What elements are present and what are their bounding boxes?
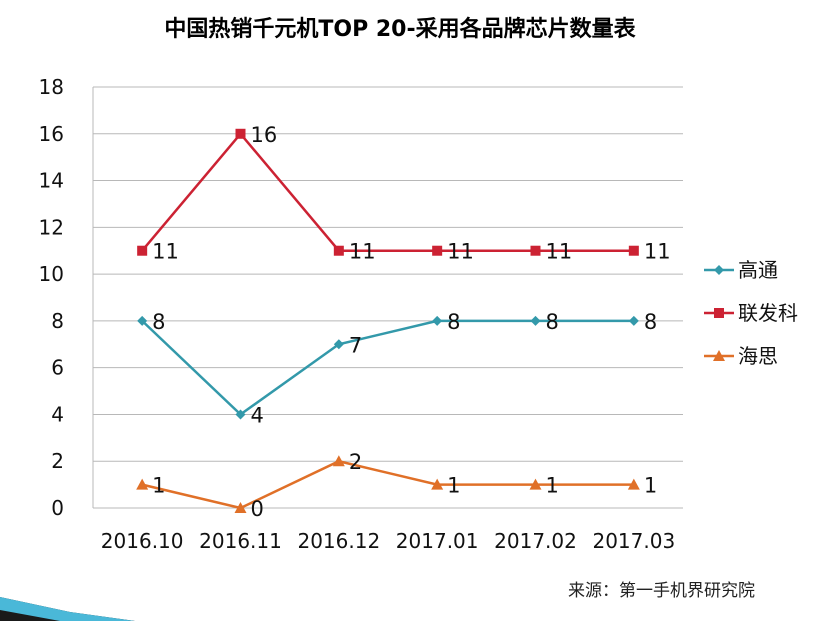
series-line-0 bbox=[141, 319, 634, 417]
data-point bbox=[235, 128, 246, 139]
source-note: 来源：第一手机界研究院 bbox=[568, 581, 755, 601]
y-tick-label: 10 bbox=[39, 262, 64, 286]
data-point bbox=[333, 245, 344, 256]
y-tick-label: 14 bbox=[39, 169, 64, 193]
data-point bbox=[530, 315, 541, 326]
data-label: 4 bbox=[251, 403, 264, 427]
data-label: 11 bbox=[152, 240, 179, 264]
data-label: 11 bbox=[546, 240, 573, 264]
data-label: 11 bbox=[349, 240, 376, 264]
data-label: 1 bbox=[152, 474, 165, 498]
x-tick-label: 2017.02 bbox=[494, 529, 577, 553]
y-tick-label: 6 bbox=[51, 356, 64, 380]
data-point bbox=[333, 339, 344, 350]
x-tick-label: 2016.10 bbox=[101, 529, 184, 553]
data-point bbox=[529, 478, 542, 490]
y-tick-label: 12 bbox=[39, 215, 64, 239]
series-line-2 bbox=[141, 459, 634, 510]
data-point bbox=[628, 245, 639, 256]
legend-marker bbox=[714, 308, 724, 318]
data-point bbox=[137, 245, 148, 256]
data-point bbox=[136, 478, 149, 490]
data-label: 8 bbox=[546, 310, 559, 334]
data-point bbox=[530, 245, 541, 256]
series-line-1 bbox=[141, 131, 634, 252]
data-point bbox=[627, 478, 640, 490]
legend-marker bbox=[713, 350, 725, 361]
data-label: 1 bbox=[644, 474, 657, 498]
y-tick-label: 8 bbox=[51, 309, 64, 333]
data-point bbox=[628, 315, 639, 326]
data-label: 7 bbox=[349, 333, 362, 357]
x-tick-label: 2016.11 bbox=[199, 529, 282, 553]
data-point bbox=[431, 478, 444, 490]
data-point bbox=[432, 245, 443, 256]
data-label: 8 bbox=[447, 310, 460, 334]
y-tick-label: 18 bbox=[39, 75, 64, 99]
data-label: 11 bbox=[447, 240, 474, 264]
data-label: 1 bbox=[447, 474, 460, 498]
data-point bbox=[137, 315, 148, 326]
legend-marker bbox=[714, 265, 724, 275]
chart-title: 中国热销千元机TOP 20-采用各品牌芯片数量表 bbox=[164, 16, 636, 42]
x-tick-label: 2016.12 bbox=[297, 529, 380, 553]
data-point bbox=[235, 409, 246, 420]
legend-label: 高通 bbox=[738, 258, 778, 282]
y-tick-label: 0 bbox=[51, 496, 64, 520]
data-label: 0 bbox=[251, 497, 264, 521]
data-label: 11 bbox=[644, 240, 671, 264]
data-point bbox=[432, 315, 443, 326]
data-label: 1 bbox=[546, 474, 559, 498]
x-tick-label: 2017.01 bbox=[396, 529, 479, 553]
y-tick-label: 16 bbox=[39, 122, 64, 146]
legend-label: 海思 bbox=[738, 344, 778, 368]
legend-label: 联发科 bbox=[738, 301, 798, 325]
y-tick-label: 4 bbox=[51, 402, 64, 426]
data-label: 8 bbox=[152, 310, 165, 334]
data-point bbox=[332, 455, 345, 467]
y-tick-label: 2 bbox=[51, 449, 64, 473]
x-tick-label: 2017.03 bbox=[592, 529, 675, 553]
data-label: 8 bbox=[644, 310, 657, 334]
data-point bbox=[234, 502, 247, 513]
data-label: 2 bbox=[349, 450, 362, 474]
corner-decoration-accent bbox=[0, 597, 135, 621]
data-label: 16 bbox=[251, 123, 278, 147]
